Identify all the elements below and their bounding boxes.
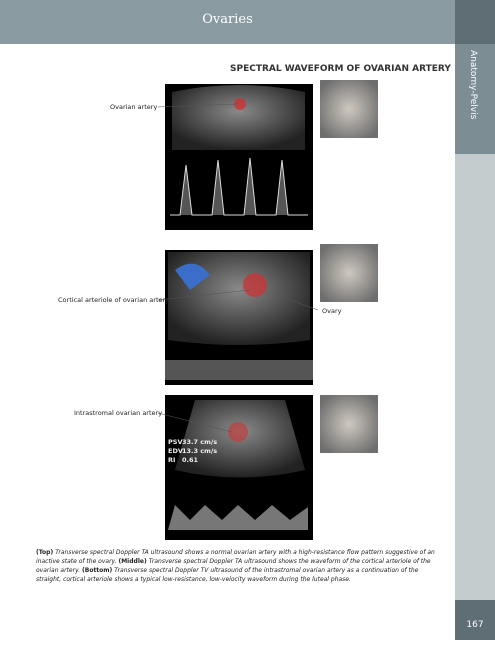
overlay-value: 0.61	[182, 456, 199, 464]
anatomy-thumbnail	[320, 395, 378, 453]
waveform	[170, 157, 308, 216]
figure-label: Intrastromal ovarian artery	[74, 409, 163, 417]
caption-text: Transverse spectral Doppler TV ultrasoun…	[36, 567, 419, 583]
overlay-key: PSV	[168, 438, 183, 446]
header-title: Ovaries	[0, 0, 455, 44]
figure-label: Ovarian artery	[110, 103, 158, 111]
overlay-value: 33.7 cm/s	[182, 438, 218, 446]
page-number: 167	[455, 600, 495, 640]
section-title: SPECTRAL WAVEFORM OF OVARIAN ARTERY	[230, 64, 451, 74]
figure-label: Ovary	[322, 307, 342, 315]
caption-text: Transverse spectral Doppler TA ultrasoun…	[36, 549, 435, 565]
leader-line	[157, 103, 239, 108]
caption: (Top) Transverse spectral Doppler TA ultr…	[36, 548, 436, 584]
doppler-color	[228, 422, 248, 442]
caption-text: Transverse spectral Doppler TA ultrasoun…	[36, 558, 431, 574]
leader-line	[289, 299, 319, 311]
side-tab	[455, 44, 495, 154]
side-tab-text: Anatomy-Pelvis	[468, 50, 478, 120]
anatomy-thumbnail	[320, 80, 378, 138]
doppler-color	[243, 273, 267, 297]
overlay-key: RI	[168, 456, 176, 464]
ultrasound-sector	[172, 85, 305, 150]
caption-label: (Top)	[36, 549, 54, 556]
caption-label: (Middle)	[118, 558, 147, 565]
leader-line	[157, 412, 233, 433]
overlay-key: EDV	[168, 447, 183, 455]
anatomy-thumbnail	[320, 244, 378, 302]
corner	[455, 0, 495, 44]
doppler-color	[175, 263, 210, 290]
figure-label: Cortical arteriole of ovarian artery	[58, 296, 170, 304]
doppler-color	[234, 98, 246, 110]
waveform	[168, 505, 308, 530]
overlay-value: 13.3 cm/s	[182, 447, 218, 455]
leader-line	[157, 289, 251, 301]
waveform	[165, 360, 313, 380]
caption-label: (Bottom)	[82, 567, 113, 574]
